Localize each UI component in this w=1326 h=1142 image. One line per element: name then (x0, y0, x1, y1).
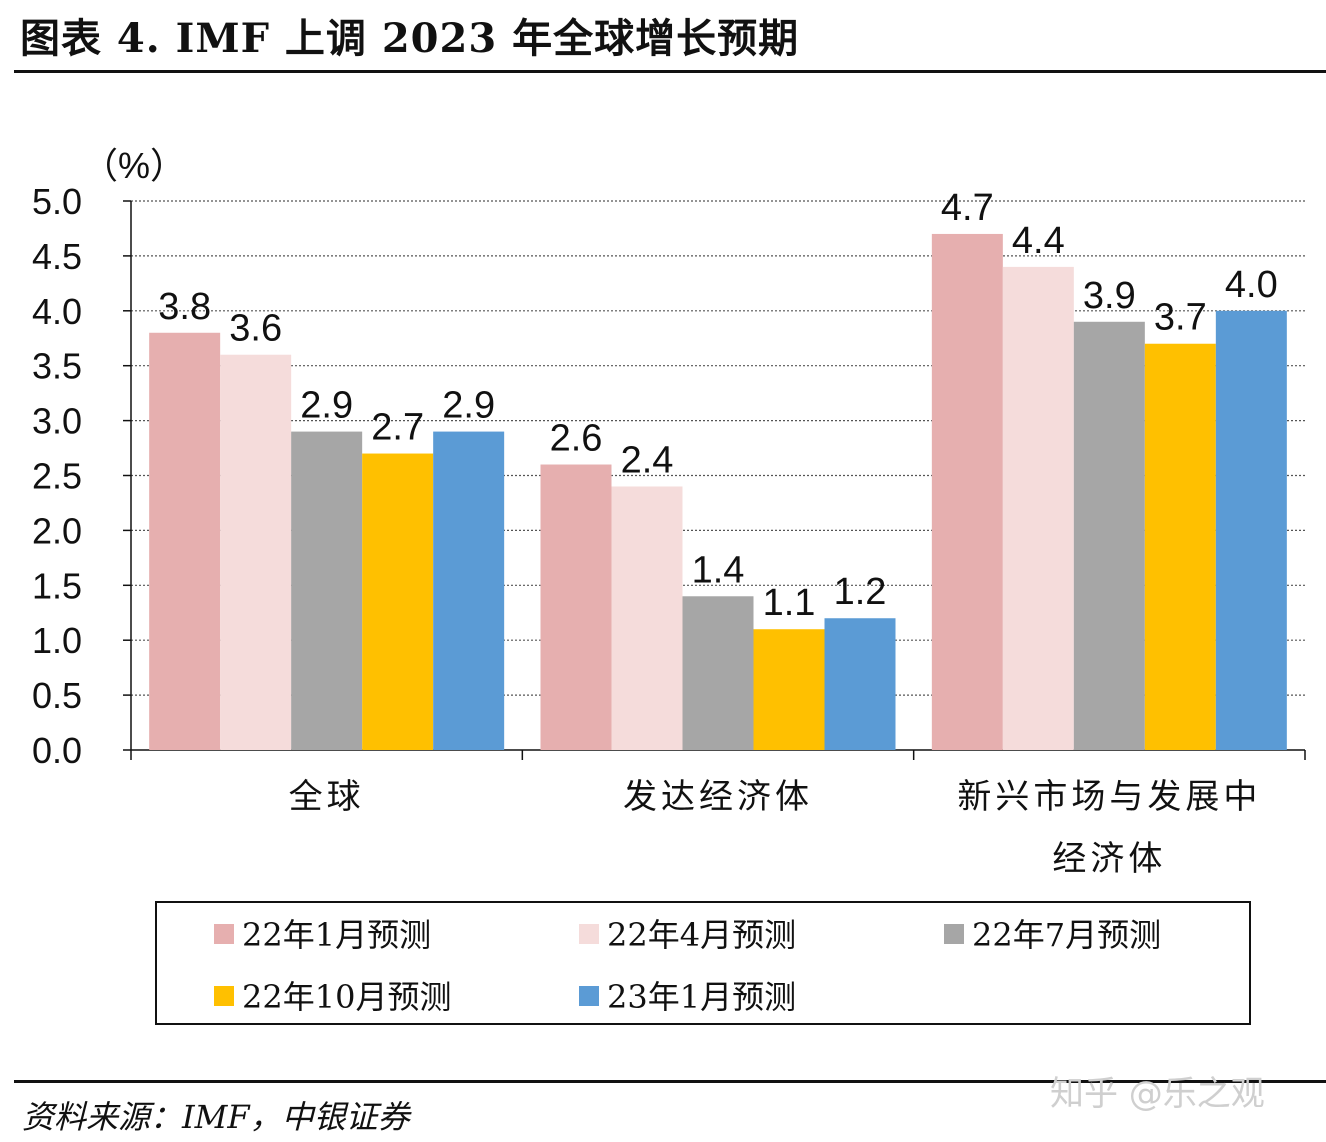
bar (1002, 266, 1074, 750)
legend-box (155, 901, 1251, 1025)
bar (682, 596, 754, 750)
category-label: 经济体 (1052, 839, 1166, 879)
source-note: 资料来源：IMF，中银证券 (22, 1098, 410, 1136)
bar (291, 431, 363, 750)
y-tick-label: 3.5 (32, 346, 82, 387)
legend-swatch (214, 986, 234, 1006)
bar (611, 486, 683, 750)
legend-swatch (579, 986, 599, 1006)
y-tick-label: 3.0 (32, 401, 82, 442)
bar (824, 618, 896, 750)
chart-title: 图表 4. IMF 上调 2023 年全球增长预期 (20, 15, 800, 62)
data-label: 1.1 (763, 582, 816, 624)
bar (1073, 321, 1145, 750)
data-label: 2.9 (300, 385, 353, 427)
y-tick-label: 4.0 (32, 291, 82, 332)
category-label: 新兴市场与发展中 (957, 777, 1261, 817)
title-divider (14, 70, 1326, 73)
data-label: 1.4 (692, 549, 745, 591)
y-tick-label: 2.5 (32, 456, 82, 497)
bar (1144, 343, 1216, 750)
legend-swatch (944, 924, 964, 944)
data-label: 2.9 (442, 385, 495, 427)
y-tick-label: 1.0 (32, 620, 82, 661)
y-tick-label: 2.0 (32, 510, 82, 551)
bar (1215, 310, 1287, 750)
legend-label: 22年1月预测 (242, 916, 431, 954)
y-tick-label: 1.5 (32, 565, 82, 606)
bar (433, 431, 505, 750)
data-label: 4.0 (1225, 264, 1278, 306)
y-tick-label: 0.5 (32, 675, 82, 716)
bar (362, 453, 434, 750)
data-label: 2.7 (371, 407, 424, 449)
data-label: 2.6 (550, 418, 603, 460)
legend-swatch (214, 924, 234, 944)
data-label: 4.7 (941, 187, 994, 229)
data-label: 4.4 (1012, 220, 1065, 262)
data-label: 1.2 (834, 571, 887, 613)
legend-label: 22年4月预测 (607, 916, 796, 954)
category-label: 全球 (289, 777, 365, 817)
legend-swatch (579, 924, 599, 944)
bar (931, 233, 1003, 750)
data-label: 3.9 (1083, 275, 1136, 317)
bar (540, 464, 612, 750)
legend-label: 22年10月预测 (242, 978, 451, 1016)
data-label: 3.8 (158, 286, 211, 328)
watermark: 知乎 @乐之观 (1050, 1074, 1265, 1114)
data-label: 3.7 (1154, 297, 1207, 339)
data-label: 2.4 (621, 439, 674, 481)
y-tick-label: 5.0 (32, 181, 82, 222)
legend-label: 22年7月预测 (972, 916, 1161, 954)
bar (753, 629, 825, 750)
y-tick-label: 0.0 (32, 730, 82, 771)
bar (220, 354, 292, 750)
footer-divider (14, 1080, 1326, 1083)
data-label: 3.6 (229, 308, 282, 350)
legend-label: 23年1月预测 (607, 978, 796, 1016)
y-tick-label: 4.5 (32, 236, 82, 277)
category-label: 发达经济体 (623, 777, 813, 817)
y-axis-unit: （%） (82, 145, 186, 186)
bar (149, 332, 221, 750)
